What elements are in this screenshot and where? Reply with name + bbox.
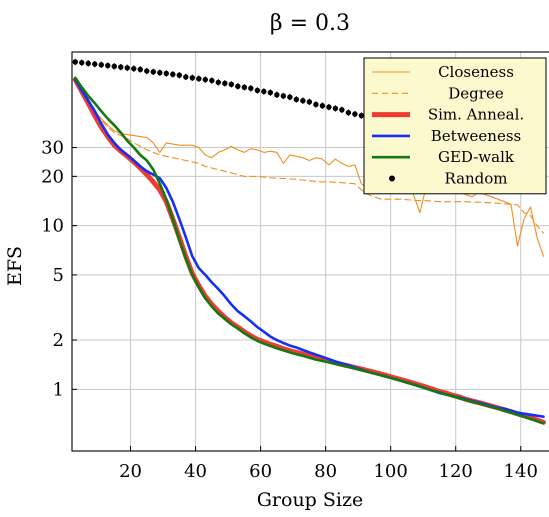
x-tick-label: 60	[249, 461, 272, 482]
random-point	[228, 81, 235, 88]
random-point	[118, 64, 124, 70]
x-tick-label: 20	[119, 461, 142, 482]
tick-labels: 20 40 60 80 100 120 140 1 2 5 10 20 30	[41, 138, 538, 482]
legend: Closeness Degree Sim. Anneal. Betweeness GED…	[363, 57, 547, 195]
random-point	[124, 65, 130, 71]
legend-label: Random	[444, 170, 507, 188]
y-tick-label: 5	[53, 265, 64, 286]
random-point	[79, 59, 85, 66]
random-point	[339, 107, 345, 113]
legend-label: Closeness	[438, 63, 514, 81]
random-point	[235, 83, 241, 89]
random-point	[352, 111, 358, 117]
random-point	[280, 93, 287, 99]
random-point	[163, 70, 169, 77]
random-point	[248, 85, 254, 92]
random-point	[202, 76, 209, 83]
random-point	[215, 79, 222, 86]
random-point	[287, 94, 293, 100]
legend-box	[363, 57, 547, 195]
legend-label: GED-walk	[438, 148, 515, 166]
plot-frame	[71, 51, 549, 452]
legend-swatch	[389, 175, 395, 182]
random-point	[209, 77, 215, 84]
random-point	[85, 60, 91, 67]
random-point	[267, 89, 274, 96]
legend-entry-betweeness: Betweeness	[372, 127, 521, 145]
ged-walk-line	[74, 76, 545, 425]
legend-entry-degree: Degree	[372, 84, 504, 102]
random-point	[313, 101, 319, 108]
random-point	[345, 109, 352, 116]
x-tick-label: 140	[504, 461, 538, 482]
random-point	[72, 59, 78, 65]
legend-entry-random: Random	[389, 170, 508, 188]
random-point	[170, 71, 176, 78]
random-point	[332, 105, 339, 112]
random-point	[254, 87, 261, 94]
random-point	[306, 99, 313, 105]
random-point	[261, 88, 267, 95]
series-degree	[74, 79, 545, 234]
random-point	[144, 68, 150, 74]
random-point	[131, 65, 137, 72]
x-tick-label: 100	[373, 461, 407, 482]
random-point	[98, 62, 104, 68]
random-point	[137, 66, 143, 73]
series-ged-walk	[74, 76, 545, 425]
random-point	[176, 72, 183, 78]
random-point	[358, 112, 365, 119]
random-point	[300, 97, 306, 104]
chart-title: β = 0.3	[270, 11, 350, 36]
series-closeness	[74, 79, 545, 257]
x-tick-label: 40	[184, 461, 207, 482]
random-point	[150, 69, 156, 75]
random-point	[326, 104, 332, 110]
random-point	[274, 92, 280, 98]
random-point	[105, 62, 111, 69]
y-tick-label: 20	[41, 166, 64, 187]
random-point	[92, 61, 98, 67]
random-point	[157, 69, 163, 76]
legend-label: Betweeness	[431, 127, 521, 145]
y-tick-label: 1	[53, 379, 64, 400]
closeness-line	[74, 79, 545, 257]
random-point	[241, 84, 248, 90]
y-tick-label: 10	[41, 216, 64, 237]
random-point	[319, 103, 326, 109]
legend-label: Sim. Anneal.	[428, 106, 524, 124]
x-tick-label: 120	[439, 461, 473, 482]
random-point	[293, 96, 300, 103]
legend-entry-ged-walk: GED-walk	[372, 148, 515, 166]
random-point	[196, 75, 202, 82]
y-axis-label: EFS	[4, 246, 26, 286]
random-point	[183, 74, 189, 80]
random-point	[222, 80, 228, 87]
x-axis-label: Group Size	[257, 489, 364, 511]
y-tick-label: 2	[53, 330, 64, 351]
legend-label: Degree	[448, 84, 504, 102]
y-tick-label: 30	[41, 138, 64, 159]
axes-box	[71, 51, 549, 452]
random-point	[111, 63, 117, 70]
x-tick-label: 80	[314, 461, 337, 482]
legend-entry-closeness: Closeness	[372, 63, 514, 81]
legend-entry-sim-anneal: Sim. Anneal.	[372, 106, 524, 124]
degree-line	[74, 79, 545, 234]
random-point	[189, 75, 196, 81]
